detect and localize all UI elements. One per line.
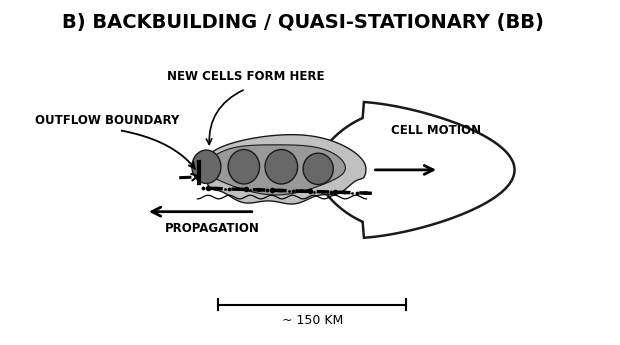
Ellipse shape (303, 153, 334, 185)
Text: PROPAGATION: PROPAGATION (165, 222, 260, 235)
Polygon shape (206, 145, 345, 195)
Polygon shape (315, 102, 515, 238)
Ellipse shape (192, 150, 221, 184)
Polygon shape (203, 135, 366, 204)
Ellipse shape (265, 149, 298, 184)
Text: CELL MOTION: CELL MOTION (391, 124, 481, 137)
Text: B) BACKBUILDING / QUASI-STATIONARY (BB): B) BACKBUILDING / QUASI-STATIONARY (BB) (62, 13, 544, 32)
Text: ~ 150 KM: ~ 150 KM (281, 314, 343, 327)
Text: OUTFLOW BOUNDARY: OUTFLOW BOUNDARY (35, 114, 179, 127)
Text: NEW CELLS FORM HERE: NEW CELLS FORM HERE (167, 70, 324, 83)
Ellipse shape (228, 149, 260, 184)
